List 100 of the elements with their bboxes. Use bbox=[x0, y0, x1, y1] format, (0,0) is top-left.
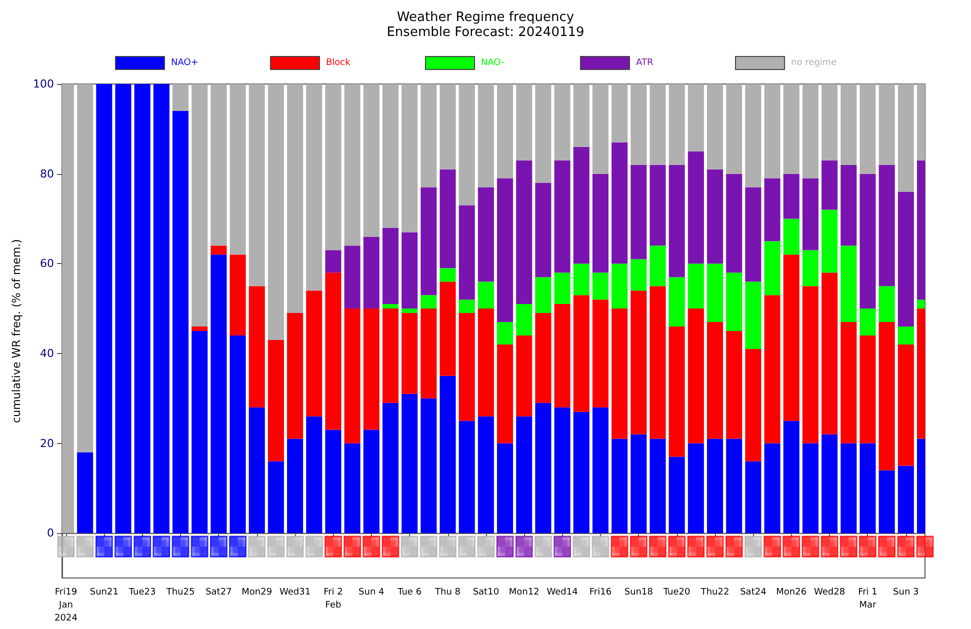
chart-title: Weather Regime frequency bbox=[396, 10, 574, 25]
bar bbox=[344, 246, 360, 309]
bar bbox=[764, 443, 780, 534]
x-tick-label: Mon26 bbox=[776, 588, 807, 598]
bar bbox=[458, 205, 475, 300]
y-axis-title: cumulative WR freq. (% of mem.) bbox=[10, 239, 24, 423]
bar bbox=[573, 84, 590, 147]
bar bbox=[592, 272, 608, 300]
x-tick-label: Tue20 bbox=[662, 588, 691, 598]
bar bbox=[268, 84, 284, 340]
bar bbox=[516, 416, 532, 534]
bar bbox=[898, 326, 914, 344]
bar bbox=[592, 84, 608, 174]
bar bbox=[783, 254, 800, 421]
bar bbox=[230, 335, 246, 534]
bar bbox=[764, 178, 780, 242]
bar bbox=[668, 326, 685, 457]
bar bbox=[478, 187, 494, 282]
x-tick-label: Sat27 bbox=[206, 588, 232, 598]
bar bbox=[745, 187, 762, 282]
bar bbox=[726, 272, 742, 331]
bar bbox=[192, 331, 208, 534]
bar bbox=[707, 84, 724, 170]
bar bbox=[840, 84, 857, 165]
bar bbox=[898, 344, 914, 466]
x-tick-label: Wed14 bbox=[546, 588, 578, 598]
bar bbox=[707, 438, 724, 534]
bar bbox=[650, 438, 666, 534]
bar bbox=[726, 174, 742, 273]
bar bbox=[745, 282, 762, 349]
bar bbox=[210, 246, 227, 255]
bar bbox=[573, 264, 590, 296]
bar bbox=[860, 84, 876, 174]
bar bbox=[535, 277, 552, 314]
bar bbox=[554, 160, 570, 273]
bar bbox=[668, 164, 685, 278]
bar bbox=[153, 84, 170, 534]
bar bbox=[630, 84, 647, 165]
bar bbox=[707, 169, 724, 264]
bar bbox=[878, 84, 895, 165]
bar bbox=[840, 164, 857, 246]
bar bbox=[612, 84, 628, 142]
x-tick-label: Tue23 bbox=[128, 588, 156, 598]
bar bbox=[612, 438, 628, 534]
x-tick-label: Mon12 bbox=[508, 588, 540, 598]
x-tick-label: Fri19 Jan 2024 bbox=[54, 588, 78, 624]
bar bbox=[516, 84, 532, 160]
bar bbox=[478, 282, 494, 309]
chart-subtitle: Ensemble Forecast: 20240119 bbox=[386, 25, 584, 40]
bar bbox=[420, 187, 437, 296]
bar bbox=[440, 84, 456, 170]
x-tick-label: Mon29 bbox=[242, 588, 272, 598]
bar bbox=[382, 308, 399, 403]
bar bbox=[306, 416, 322, 534]
bar bbox=[402, 394, 418, 534]
bar bbox=[363, 430, 380, 534]
bar bbox=[802, 443, 818, 534]
x-tick-label: Fri 1 Mar bbox=[858, 588, 878, 610]
bar bbox=[440, 282, 456, 376]
bar bbox=[707, 322, 724, 439]
bar bbox=[478, 416, 494, 534]
bar bbox=[878, 470, 895, 534]
bar bbox=[440, 376, 456, 534]
bar bbox=[497, 443, 514, 534]
bar bbox=[802, 250, 818, 286]
y-tick-label: 20 bbox=[40, 436, 54, 450]
bar bbox=[248, 407, 265, 534]
bar bbox=[554, 84, 570, 160]
bar bbox=[650, 84, 666, 165]
bar bbox=[344, 443, 360, 534]
bar bbox=[516, 304, 532, 336]
bar bbox=[478, 84, 494, 188]
text: Block bbox=[326, 58, 350, 68]
bar bbox=[822, 84, 838, 160]
bar bbox=[458, 420, 475, 534]
bar bbox=[764, 241, 780, 296]
series-label: NAO+ bbox=[171, 58, 198, 68]
bar bbox=[860, 174, 876, 309]
bar bbox=[688, 443, 704, 534]
bar bbox=[325, 272, 342, 430]
bar bbox=[363, 236, 380, 309]
bar bbox=[554, 272, 570, 304]
bar bbox=[688, 264, 704, 309]
bar bbox=[612, 264, 628, 309]
x-tick-label: Fri 2 Feb bbox=[324, 588, 343, 610]
bar bbox=[802, 178, 818, 250]
bar bbox=[420, 84, 437, 188]
bar bbox=[745, 84, 762, 188]
bar bbox=[535, 313, 552, 403]
x-tick-label: Thu25 bbox=[165, 588, 195, 598]
bar bbox=[630, 434, 647, 534]
bar bbox=[612, 308, 628, 439]
bar bbox=[612, 142, 628, 264]
bar bbox=[783, 84, 800, 174]
bar bbox=[726, 84, 742, 174]
bar bbox=[458, 84, 475, 206]
bar bbox=[898, 466, 914, 534]
bar bbox=[535, 84, 552, 183]
bar bbox=[630, 164, 647, 260]
x-tick-label: Sun21 bbox=[90, 588, 118, 598]
